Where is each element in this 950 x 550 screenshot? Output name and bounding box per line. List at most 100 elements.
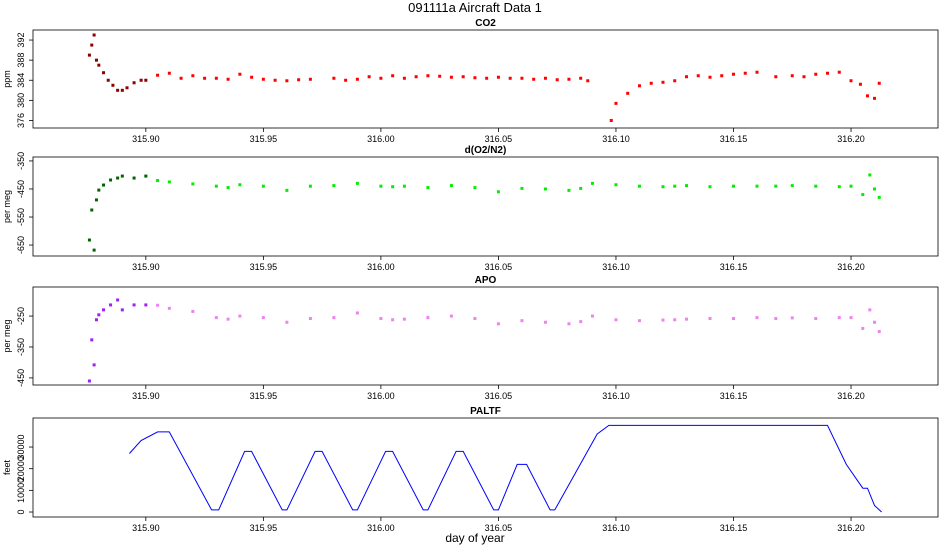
data-point xyxy=(849,79,853,83)
data-point xyxy=(139,78,143,82)
data-point xyxy=(109,178,113,182)
y-tick-label: 10000 xyxy=(16,478,26,503)
data-point xyxy=(861,193,865,197)
data-point xyxy=(826,71,830,75)
data-point xyxy=(661,318,665,322)
y-tick-label: -350 xyxy=(16,338,26,356)
x-tick-label: 315.95 xyxy=(250,134,278,144)
data-point xyxy=(156,179,160,183)
data-point xyxy=(590,314,594,318)
data-point xyxy=(579,320,583,324)
data-point xyxy=(673,184,677,188)
y-tick-label: 30000 xyxy=(16,435,26,460)
data-point xyxy=(97,188,101,192)
plot-frame xyxy=(32,156,939,257)
data-point xyxy=(520,76,524,80)
x-tick-label: 316.00 xyxy=(367,391,395,401)
x-tick-label: 315.90 xyxy=(132,391,160,401)
x-tick-label: 315.95 xyxy=(250,262,278,272)
data-point xyxy=(814,317,818,321)
data-point xyxy=(868,308,872,312)
data-point xyxy=(102,308,106,312)
x-tick-label: 316.05 xyxy=(485,523,513,533)
data-point xyxy=(125,86,129,90)
data-point xyxy=(586,79,590,83)
data-point xyxy=(609,118,613,122)
data-point xyxy=(790,316,794,320)
data-point xyxy=(214,76,218,80)
data-point xyxy=(579,76,583,80)
data-point xyxy=(755,70,759,74)
data-point xyxy=(449,75,453,79)
data-point xyxy=(543,187,547,191)
data-point xyxy=(708,75,712,79)
data-point xyxy=(637,319,641,323)
data-point xyxy=(873,320,877,324)
data-point xyxy=(426,186,430,190)
data-point xyxy=(355,311,359,315)
data-point xyxy=(861,326,865,330)
data-point xyxy=(802,75,806,79)
data-point xyxy=(414,75,418,79)
plot-frame xyxy=(32,286,939,386)
plot-frame xyxy=(32,29,939,129)
data-point xyxy=(191,182,195,186)
data-point xyxy=(87,53,91,57)
data-point xyxy=(391,318,395,322)
data-point xyxy=(116,88,120,92)
data-point xyxy=(790,184,794,188)
data-point xyxy=(873,96,877,100)
data-point xyxy=(273,78,277,82)
data-point xyxy=(865,94,869,98)
data-point xyxy=(520,186,524,190)
data-point xyxy=(708,185,712,189)
data-point xyxy=(285,188,289,192)
x-tick-label: 315.90 xyxy=(132,134,160,144)
data-point xyxy=(226,317,230,321)
data-point xyxy=(179,76,183,80)
data-point xyxy=(774,75,778,79)
x-tick-label: 316.00 xyxy=(367,134,395,144)
data-point xyxy=(297,78,301,82)
x-axis-label: day of year xyxy=(445,531,504,545)
data-point xyxy=(684,184,688,188)
panel-title: PALTF xyxy=(470,406,501,417)
data-point xyxy=(116,298,120,302)
y-tick-label: 388 xyxy=(16,53,26,68)
data-point xyxy=(877,195,881,199)
data-point xyxy=(379,184,383,188)
data-point xyxy=(837,70,841,74)
data-point xyxy=(111,83,115,87)
data-point xyxy=(167,306,171,310)
data-point xyxy=(308,77,312,81)
data-point xyxy=(94,58,98,62)
data-point xyxy=(132,303,136,307)
data-point xyxy=(438,74,442,78)
data-point xyxy=(261,184,265,188)
data-point xyxy=(90,43,94,47)
data-point xyxy=(238,314,242,318)
data-point xyxy=(774,184,778,188)
data-point xyxy=(696,74,700,78)
data-point xyxy=(637,84,641,88)
data-point xyxy=(226,186,230,190)
data-point xyxy=(120,308,124,312)
data-point xyxy=(543,76,547,80)
data-point xyxy=(308,317,312,321)
data-point xyxy=(285,320,289,324)
data-point xyxy=(402,76,406,80)
data-point xyxy=(226,77,230,81)
data-point xyxy=(106,78,110,82)
data-point xyxy=(355,77,359,81)
data-point xyxy=(877,330,881,334)
data-point xyxy=(661,80,665,84)
x-tick-label: 316.05 xyxy=(485,391,513,401)
y-tick-label: 384 xyxy=(16,73,26,88)
data-point xyxy=(496,75,500,79)
data-point xyxy=(567,322,571,326)
data-point xyxy=(367,75,371,79)
data-point xyxy=(731,317,735,321)
data-point xyxy=(116,176,120,180)
data-point xyxy=(508,76,512,80)
